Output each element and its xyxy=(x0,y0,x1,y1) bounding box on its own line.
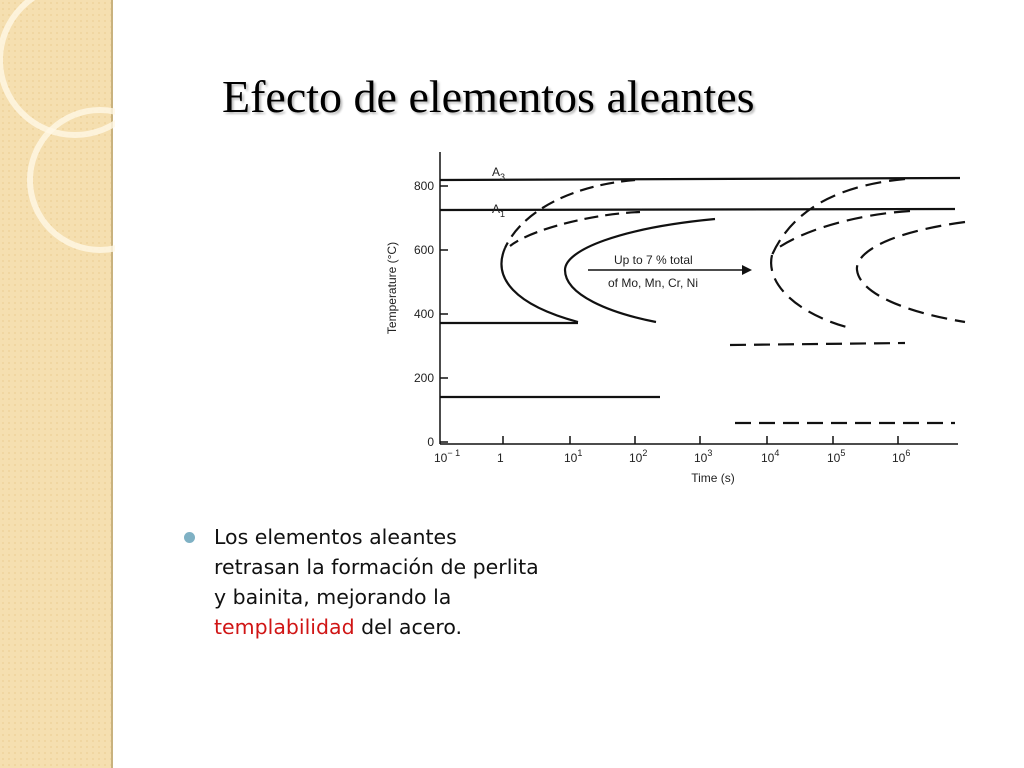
y-tick-label: 800 xyxy=(414,179,434,193)
tick-exponent: 2 xyxy=(642,448,647,458)
start-curve-alloyed-upper xyxy=(770,177,906,256)
y-tick-label: 400 xyxy=(414,307,434,321)
bullet-text: Los elementos aleantes retrasan la forma… xyxy=(214,522,544,642)
a1-line xyxy=(439,207,956,212)
tick-exponent: 1 xyxy=(577,448,582,458)
a3-line xyxy=(439,176,961,182)
tick-base: 10 xyxy=(892,451,906,465)
x-tick-label: 102 xyxy=(629,448,647,465)
line-label: A1 xyxy=(492,202,505,219)
x-tick-label: 1 xyxy=(497,451,504,465)
finish-curve-alloyed-upper xyxy=(774,209,911,251)
x-axis-label: Time (s) xyxy=(691,471,735,485)
tick-base: 10 xyxy=(564,451,578,465)
line-label-sub: 1 xyxy=(500,209,505,219)
x-tick-label: 101 xyxy=(564,448,582,465)
tick-base: 10 xyxy=(761,451,775,465)
tick-exponent: 6 xyxy=(905,448,910,458)
y-axis-label: Temperature (°C) xyxy=(385,242,399,334)
annotation: of Mo, Mn, Cr, Ni xyxy=(608,276,698,290)
annotation: Up to 7 % total xyxy=(614,253,693,267)
line-label: A3 xyxy=(492,165,505,182)
bullet-dot xyxy=(184,532,195,543)
tick-exponent: 3 xyxy=(707,448,712,458)
x-tick-label: 105 xyxy=(827,448,845,465)
bullet-part: Los elementos aleantes retrasan la forma… xyxy=(214,525,539,609)
start-curve-upper xyxy=(503,178,636,249)
tick-base: 10 xyxy=(434,451,448,465)
start-curve-lower xyxy=(500,247,579,324)
y-tick-label: 0 xyxy=(427,435,434,449)
y-tick-label: 200 xyxy=(414,371,434,385)
x-tick-label: 104 xyxy=(761,448,779,465)
tick-marks xyxy=(440,185,899,444)
ms-line-alloyed xyxy=(729,341,906,347)
x-tick-label: 103 xyxy=(694,448,712,465)
finish-curve-alloyed xyxy=(855,220,966,324)
line-label-base: A xyxy=(492,202,500,216)
slide-title: Efecto de elementos aleantes xyxy=(222,71,755,122)
tick-base: 10 xyxy=(694,451,708,465)
tick-base: 1 xyxy=(497,451,504,465)
tick-base: 10 xyxy=(827,451,841,465)
side-decoration xyxy=(0,0,115,768)
line-label-base: A xyxy=(492,165,500,179)
tick-exponent: 5 xyxy=(840,448,845,458)
bullet-part: del acero. xyxy=(354,615,463,639)
tick-exponent: 4 xyxy=(774,448,779,458)
start-curve-alloyed-lower xyxy=(770,254,851,330)
tick-base: 10 xyxy=(629,451,643,465)
line-label-sub: 3 xyxy=(500,172,505,182)
x-tick-label: 10− 1 xyxy=(434,448,460,465)
x-tick-label: 106 xyxy=(892,448,910,465)
finish-curve xyxy=(563,217,716,324)
bullet-highlight: templabilidad xyxy=(214,615,355,639)
arrow-head xyxy=(742,265,752,275)
tick-exponent: − 1 xyxy=(447,448,460,458)
y-tick-label: 600 xyxy=(414,243,434,257)
